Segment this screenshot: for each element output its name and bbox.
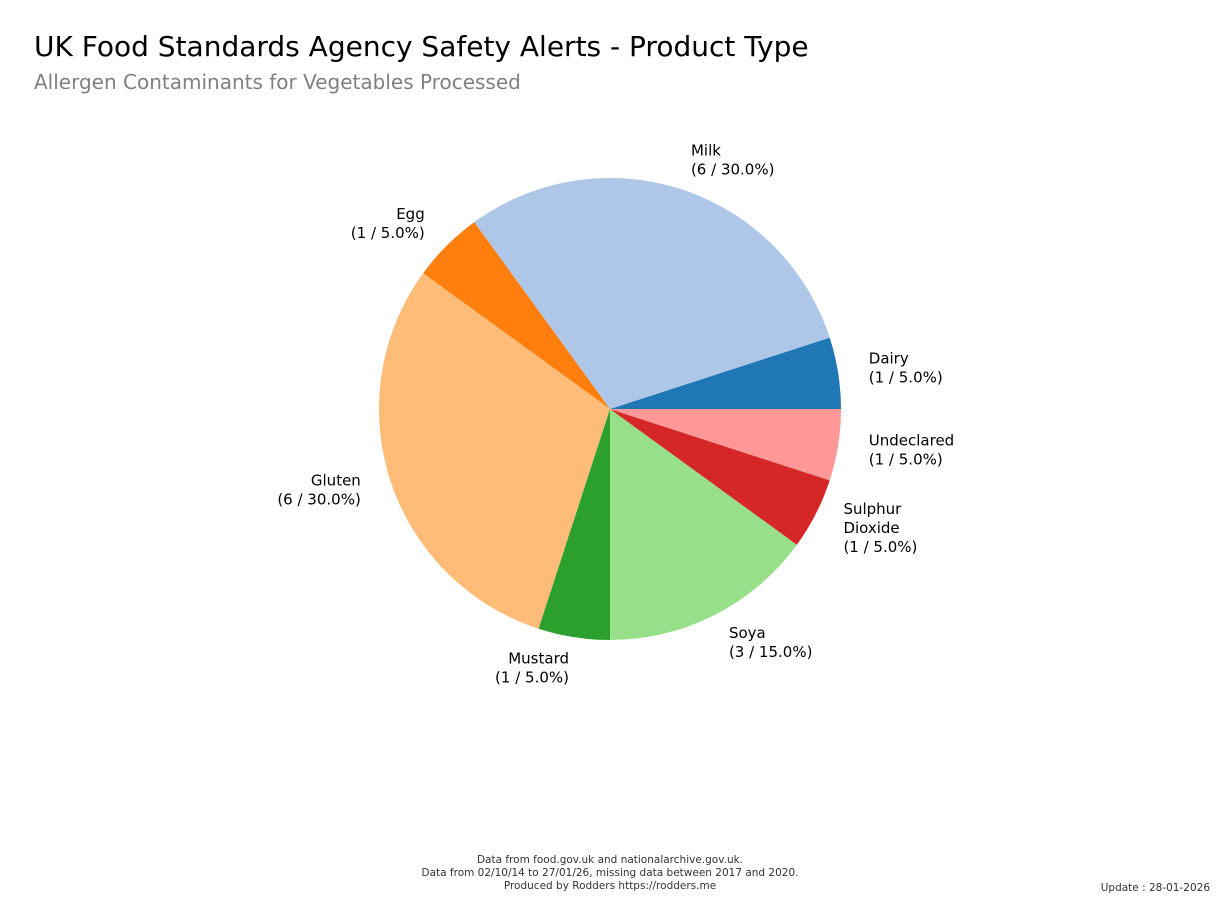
slice-label: Milk (6 / 30.0%)	[691, 141, 775, 178]
pie-slice-milk	[474, 178, 830, 409]
pie-slice-egg	[423, 222, 610, 409]
pie-slice-dairy	[610, 337, 841, 409]
slice-label: Dairy (1 / 5.0%)	[869, 350, 943, 387]
chart-subtitle: Allergen Contaminants for Vegetables Pro…	[34, 70, 521, 94]
update-date: Update : 28-01-2026	[1100, 882, 1210, 894]
slice-label: Gluten (6 / 30.0%)	[277, 471, 361, 508]
slice-label: Undeclared (1 / 5.0%)	[869, 431, 954, 468]
footer-line-2: Data from 02/10/14 to 27/01/26, missing …	[421, 867, 799, 879]
slice-label: Soya (3 / 15.0%)	[729, 624, 813, 661]
pie-slice-gluten	[379, 273, 610, 629]
pie-slice-soya	[610, 409, 797, 640]
slice-label: Mustard (1 / 5.0%)	[495, 649, 569, 686]
footer-credits: Data from food.gov.uk and nationalarchiv…	[0, 854, 1220, 893]
pie-slice-mustard	[538, 409, 610, 640]
footer-line-1: Data from food.gov.uk and nationalarchiv…	[476, 854, 744, 866]
footer-line-3: Produced by Rodders https://rodders.me	[503, 880, 717, 892]
slice-label: Sulphur Dioxide (1 / 5.0%)	[843, 500, 917, 556]
slice-label: Egg (1 / 5.0%)	[351, 205, 425, 242]
pie-slice-undeclared	[610, 409, 841, 481]
pie-slice-sulphur-dioxide	[610, 409, 830, 545]
chart-title: UK Food Standards Agency Safety Alerts -…	[34, 30, 809, 63]
